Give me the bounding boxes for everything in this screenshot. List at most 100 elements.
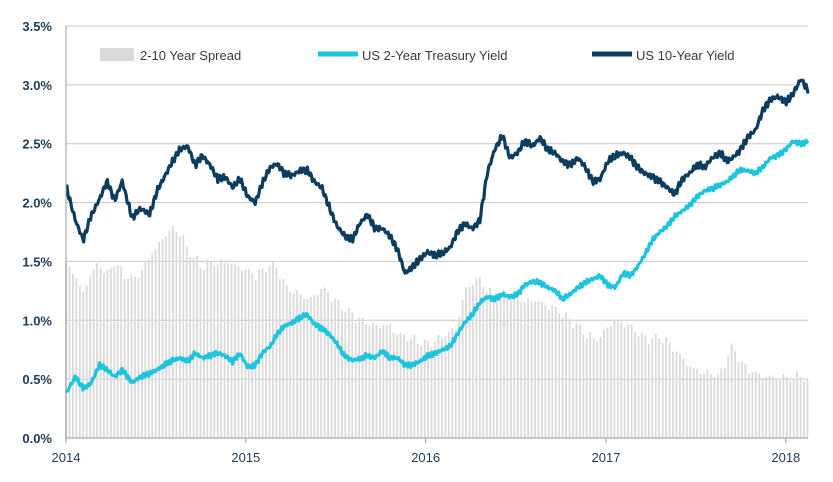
spread-bar (303, 298, 305, 438)
spread-bar (144, 260, 147, 438)
spread-bar (803, 381, 805, 438)
spread-bar (134, 276, 136, 438)
spread-bar (723, 368, 726, 438)
spread-bar (451, 328, 454, 438)
spread-bar (441, 338, 443, 438)
spread-bar (172, 225, 174, 438)
yield-lines (64, 78, 810, 394)
spread-bar (361, 318, 364, 438)
spread-bar (341, 310, 343, 438)
spread-bar (203, 269, 205, 438)
spread-bar (368, 325, 371, 438)
spread-bar (768, 375, 771, 438)
y-tick-label: 0.0% (22, 431, 52, 446)
spread-bar (406, 341, 409, 438)
spread-bar (565, 312, 567, 438)
spread-bar (734, 351, 736, 438)
spread-bar (103, 273, 105, 438)
spread-bar (575, 323, 578, 438)
spread-bar (651, 338, 654, 438)
spread-bar (447, 331, 450, 438)
spread-bar (154, 249, 157, 438)
spread-bar (751, 372, 754, 438)
spread-bar (765, 376, 768, 438)
spread-bar (513, 289, 516, 438)
spread-bar (716, 374, 719, 438)
spread-bar (113, 266, 116, 438)
spread-bar (785, 377, 788, 438)
spread-bar (758, 373, 761, 438)
spread-bar (541, 302, 543, 438)
spread-bar (475, 278, 478, 438)
spread-bar (578, 324, 581, 438)
line-us-10-year (65, 78, 810, 275)
spread-bar (296, 290, 298, 438)
spread-bar (89, 276, 92, 438)
spread-bar (792, 378, 795, 438)
spread-bar (396, 335, 398, 438)
spread-bar (175, 231, 178, 438)
spread-bar (227, 263, 229, 438)
spread-bar (127, 278, 129, 438)
y-tick-label: 3.5% (22, 19, 52, 34)
spread-bar (285, 285, 288, 438)
spread-bar (313, 295, 316, 438)
spread-bar (251, 273, 254, 438)
spread-bar (654, 333, 657, 438)
spread-bar (437, 334, 440, 438)
spread-bar (796, 371, 799, 438)
spread-bar (392, 332, 395, 438)
spread-bar (351, 312, 354, 438)
spread-bar (347, 307, 350, 438)
spread-bar (634, 331, 636, 438)
spread-bar (561, 317, 564, 438)
spread-bar (189, 256, 192, 438)
spread-bar (613, 320, 616, 438)
spread-bar (682, 358, 685, 438)
spread-bar (610, 325, 612, 438)
spread-bar (82, 291, 85, 438)
spread-bar (423, 339, 426, 438)
spread-bar (116, 265, 119, 438)
spread-bar (499, 292, 502, 438)
x-tick-label: 2014 (52, 450, 81, 465)
spread-bar (282, 279, 285, 438)
spread-bar (592, 337, 595, 438)
spread-bar (510, 293, 512, 438)
spread-bar (265, 271, 267, 438)
spread-bar (378, 327, 381, 438)
y-tick-label: 3.0% (22, 78, 52, 93)
spread-bar (337, 299, 340, 438)
spread-bar (585, 338, 588, 438)
spread-bar (692, 367, 695, 438)
spread-bars (65, 225, 809, 438)
spread-bar (747, 374, 750, 438)
line-us-2-year (64, 138, 810, 394)
spread-bar (620, 321, 623, 438)
spread-bar (334, 298, 336, 438)
legend-item-10y: US 10-Year Yield (592, 48, 735, 63)
spread-bar (465, 287, 467, 438)
spread-bar (779, 380, 781, 438)
spread-bar (699, 373, 702, 438)
spread-bar (192, 257, 195, 438)
spread-bar (234, 263, 236, 438)
spread-bar (196, 255, 198, 438)
spread-bar (185, 246, 188, 438)
spread-bar (327, 291, 330, 438)
spread-bar (237, 265, 240, 438)
spread-bar (741, 361, 743, 438)
spread-bar (209, 260, 212, 438)
spread-bar (158, 241, 161, 438)
spread-bar (434, 341, 436, 438)
spread-bar (461, 299, 464, 438)
axes (65, 26, 808, 439)
spread-bar (109, 268, 112, 438)
spread-bar (151, 253, 154, 438)
spread-bar (737, 362, 740, 438)
spread-bar (727, 355, 730, 438)
spread-bar (710, 374, 712, 438)
spread-bar (247, 268, 250, 438)
spread-bar (430, 347, 433, 438)
spread-bar (382, 325, 385, 438)
